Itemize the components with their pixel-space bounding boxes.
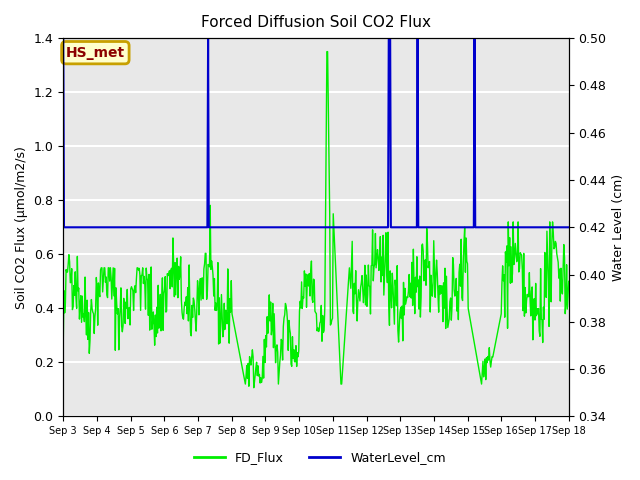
Text: HS_met: HS_met (66, 46, 125, 60)
Y-axis label: Soil CO2 Flux (μmol/m2/s): Soil CO2 Flux (μmol/m2/s) (15, 146, 28, 309)
Title: Forced Diffusion Soil CO2 Flux: Forced Diffusion Soil CO2 Flux (201, 15, 431, 30)
Legend: FD_Flux, WaterLevel_cm: FD_Flux, WaterLevel_cm (189, 446, 451, 469)
Y-axis label: Water Level (cm): Water Level (cm) (612, 174, 625, 281)
